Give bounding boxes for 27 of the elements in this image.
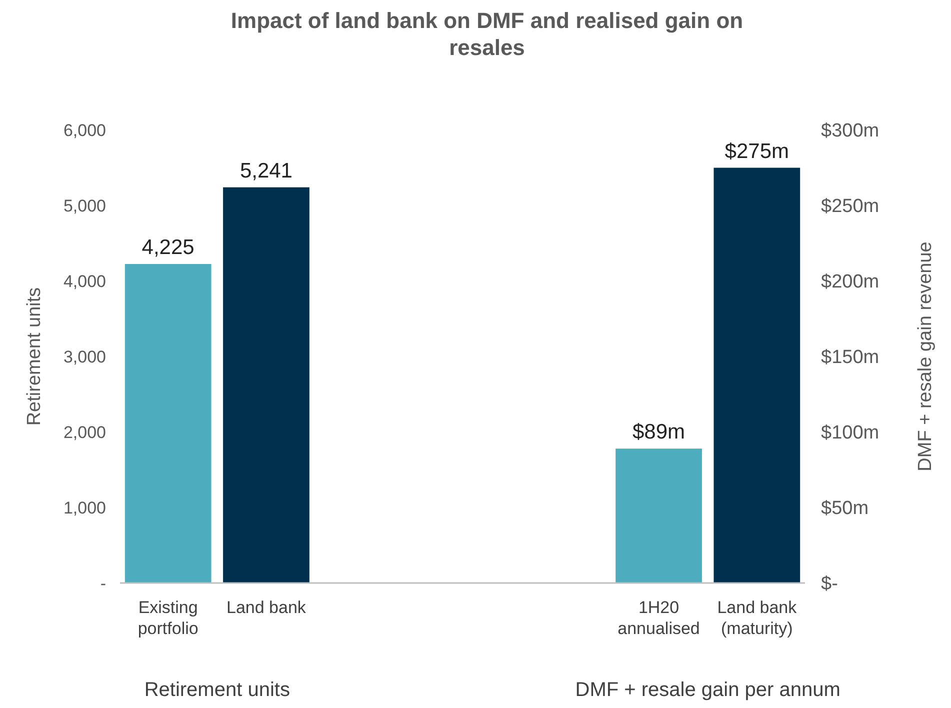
y2-tick-label: $100m bbox=[821, 422, 880, 444]
y2-tick-label: $150m bbox=[821, 347, 880, 368]
x-tick-label: Land bank (maturity) bbox=[717, 598, 798, 638]
x-tick-label: 1H20 annualised bbox=[618, 598, 700, 638]
x-tick-label: Existing portfolio bbox=[138, 598, 198, 638]
y2-tick-label: $300m bbox=[821, 120, 880, 142]
y-tick-label: - bbox=[100, 574, 106, 593]
data-label: 5,241 bbox=[240, 159, 293, 182]
data-label: $89m bbox=[632, 420, 686, 444]
data-label: $275m bbox=[724, 140, 790, 163]
y-tick-label: 2,000 bbox=[63, 422, 106, 442]
y-tick-label: 4,000 bbox=[63, 272, 106, 291]
text: Retirement units bbox=[144, 679, 290, 701]
x-tick-label: Land bank bbox=[226, 598, 306, 617]
y-tick-label: 3,000 bbox=[63, 347, 106, 366]
y-tick-label: 5,000 bbox=[63, 196, 106, 216]
y2-tick-label: $250m bbox=[821, 196, 880, 218]
text: DMF + resale gain per annum bbox=[575, 679, 840, 701]
y-axis-title: Retirement units bbox=[24, 287, 45, 426]
y2-tick-label: $200m bbox=[821, 272, 880, 293]
y-tick-label: 1,000 bbox=[63, 498, 106, 518]
y-tick-label: 6,000 bbox=[63, 120, 106, 140]
data-label: 4,225 bbox=[142, 236, 194, 260]
chart-title: Impact of land bank on DMF and realised gain on resales bbox=[230, 8, 744, 60]
y2-tick-label: $- bbox=[821, 574, 838, 595]
y2-tick-label: $50m bbox=[821, 498, 869, 520]
y2-axis-title: DMF + resale gain revenue bbox=[915, 242, 936, 472]
